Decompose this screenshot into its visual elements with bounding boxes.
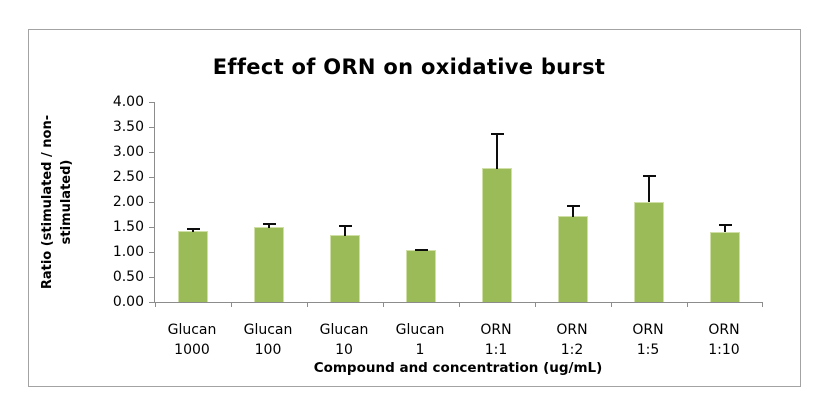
x-category-label: Glucan 10 (306, 320, 382, 360)
x-category-label-name: Glucan (319, 322, 369, 338)
y-axis-tick-label: 2.50 (112, 169, 144, 185)
x-category-label-concentration: 1000 (174, 342, 210, 358)
error-bar-cap (339, 225, 352, 227)
error-bar-cap (491, 133, 504, 135)
y-axis-tick-label: 1.00 (112, 244, 144, 260)
y-axis-tick-label: 3.50 (112, 119, 144, 135)
bar-ORN-1:1 (482, 168, 512, 302)
error-bar-cap (187, 228, 200, 230)
y-axis-tick-mark (149, 127, 155, 128)
x-category-label: ORN 1:10 (686, 320, 762, 360)
x-category-label-concentration: 100 (254, 342, 282, 358)
error-bar-line (648, 176, 650, 202)
error-bar-cap (719, 224, 732, 226)
x-axis-title: Compound and concentration (ug/mL) (313, 360, 603, 376)
x-category-label-concentration: 1:1 (484, 342, 508, 358)
x-category-label-name: ORN (480, 322, 512, 338)
y-axis-tick-label: 2.00 (112, 194, 144, 210)
x-category-label: ORN 1:5 (610, 320, 686, 360)
x-category-label-name: Glucan (243, 322, 293, 338)
x-category-label-concentration: 10 (335, 342, 353, 358)
plot-area (149, 102, 763, 307)
x-axis-tick-mark (687, 302, 688, 307)
error-bar-line (268, 224, 270, 228)
x-axis-tick-mark (611, 302, 612, 307)
x-category-label-name: Glucan (395, 322, 445, 338)
x-axis-tick-mark (307, 302, 308, 307)
x-category-label-name: ORN (556, 322, 588, 338)
x-category-label-concentration: 1:2 (560, 342, 584, 358)
x-category-label-concentration: 1:10 (708, 342, 740, 358)
chart-border-frame: Effect of ORN on oxidative burst Ratio (… (28, 29, 801, 387)
y-axis-tick-mark (149, 252, 155, 253)
x-category-label: Glucan 1 (382, 320, 458, 360)
y-axis-title: Ratio (stimulated / non- stimulated) (38, 87, 76, 317)
x-axis-category-labels: Glucan 1000 Glucan 100 Glucan 10 Glucan 1 ORN 1:1… (154, 320, 762, 362)
error-bar-line (572, 206, 574, 217)
x-axis-tick-mark (535, 302, 536, 307)
error-bar-cap (415, 249, 428, 251)
y-axis-tick-label: 0.00 (112, 294, 144, 310)
error-bar-line (496, 134, 498, 169)
x-category-label-name: ORN (708, 322, 740, 338)
x-axis-tick-mark (383, 302, 384, 307)
y-axis-tick-label: 4.00 (112, 94, 144, 110)
x-category-label-concentration: 1:5 (636, 342, 660, 358)
y-axis-tick-label: 3.00 (112, 144, 144, 160)
y-axis-tick-mark (149, 227, 155, 228)
error-bar-line (724, 225, 726, 232)
y-axis-tick-mark (149, 302, 155, 303)
bar-ORN-1:5 (634, 202, 664, 302)
x-category-label: Glucan 1000 (154, 320, 230, 360)
y-axis-tick-mark (149, 202, 155, 203)
error-bar-cap (567, 205, 580, 207)
y-axis-tick-mark (149, 152, 155, 153)
error-bar-line (192, 229, 194, 232)
x-category-label-name: Glucan (167, 322, 217, 338)
x-category-label: ORN 1:1 (458, 320, 534, 360)
x-axis-tick-mark (762, 302, 763, 307)
x-axis-tick-mark (231, 302, 232, 307)
bar-ORN-1:10 (710, 232, 740, 302)
y-axis-tick-mark (149, 277, 155, 278)
y-axis-tick-label: 0.50 (112, 269, 144, 285)
chart-title: Effect of ORN on oxidative burst (212, 55, 606, 79)
error-bar-line (344, 226, 346, 236)
bar-ORN-1:2 (558, 216, 588, 302)
x-category-label-name: ORN (632, 322, 664, 338)
y-axis-title-line-2: stimulated) (59, 159, 74, 245)
x-axis-tick-mark (459, 302, 460, 307)
y-axis-tick-label: 1.50 (112, 219, 144, 235)
x-category-label-concentration: 1 (415, 342, 425, 358)
y-axis-title-line-1: Ratio (stimulated / non- (40, 114, 55, 290)
bar-Glucan-1000 (178, 231, 208, 302)
x-axis-tick-mark (155, 302, 156, 307)
error-bar-cap (643, 175, 656, 177)
error-bar-cap (263, 223, 276, 225)
y-axis-tick-mark (149, 177, 155, 178)
y-axis-tick-mark (149, 102, 155, 103)
bar-Glucan-10 (330, 235, 360, 302)
bar-Glucan-1 (406, 250, 436, 302)
y-axis-tick-labels: 0.00 0.50 1.00 1.50 2.00 2.50 3.00 3.50 4.00 (78, 94, 144, 310)
x-category-label: ORN 1:2 (534, 320, 610, 360)
x-category-label: Glucan 100 (230, 320, 306, 360)
bar-Glucan-100 (254, 227, 284, 302)
